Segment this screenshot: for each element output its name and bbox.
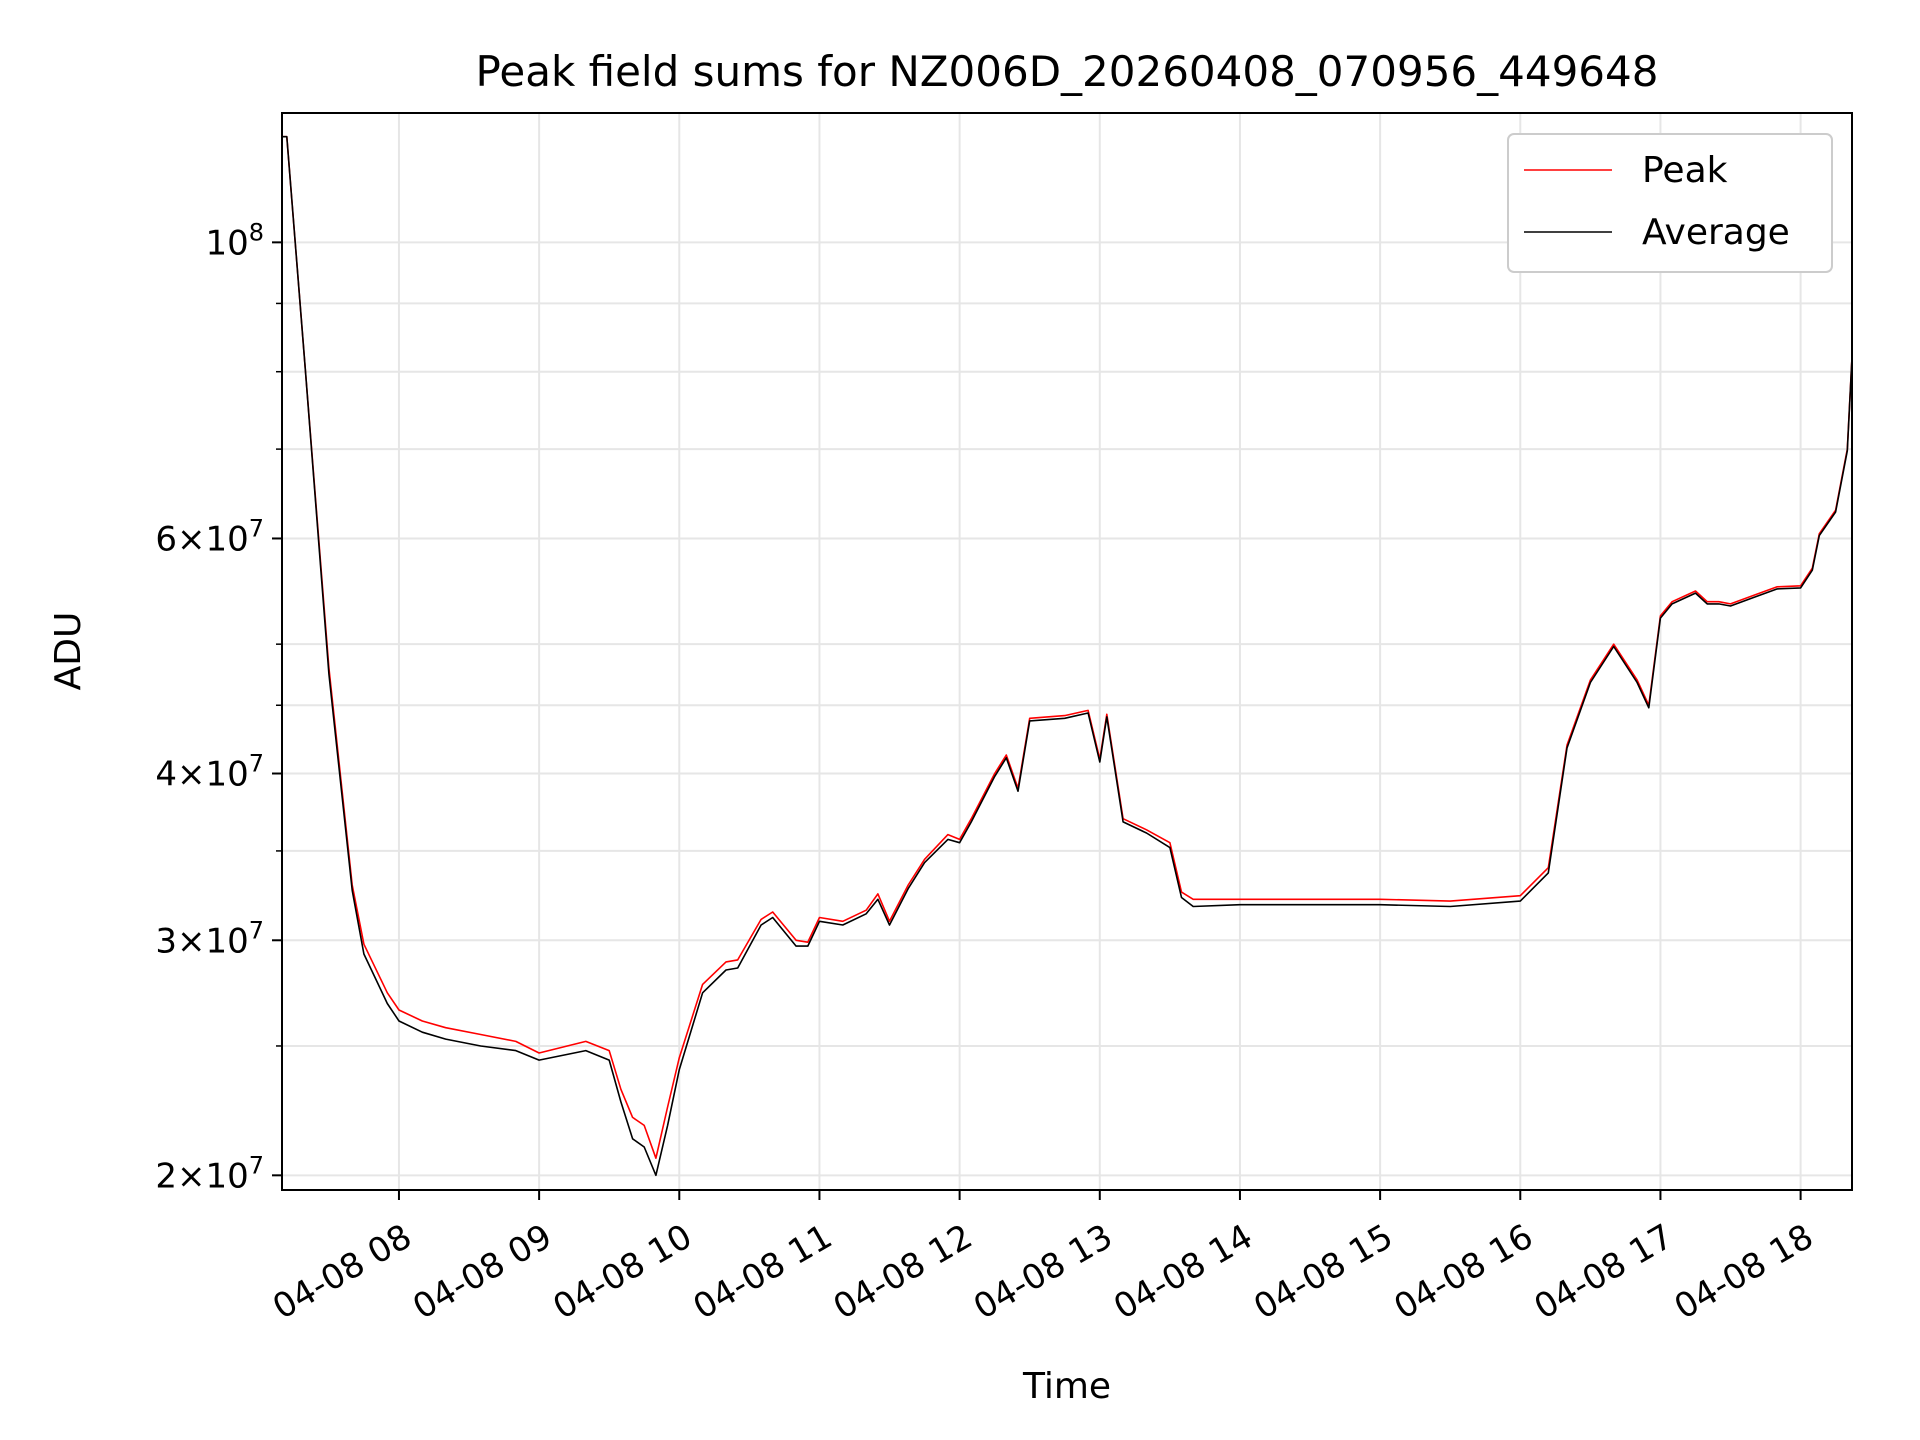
y-tick-label: 6×107 [155, 514, 264, 559]
legend-label-average: Average [1642, 212, 1790, 253]
series-line-average [282, 135, 1853, 1177]
y-tick-label: 4×107 [155, 750, 264, 795]
y-tick-label: 108 [205, 218, 264, 263]
y-axis-label: ADU [48, 612, 89, 691]
series-layer [282, 135, 1853, 1177]
y-axis: 108 6×107 4×107 3×107 2×107 [155, 218, 282, 1196]
legend-label-peak: Peak [1642, 150, 1728, 191]
legend: Peak Average [1507, 133, 1833, 273]
y-tick-label: 3×107 [155, 916, 264, 961]
grid [282, 113, 1852, 1190]
plot-frame [281, 112, 1853, 1191]
y-tick-label: 2×107 [155, 1151, 264, 1196]
x-axis-label: Time [1022, 1366, 1111, 1407]
chart-title: Peak field sums for NZ006D_20260408_0709… [476, 47, 1659, 96]
legend-box [1507, 133, 1833, 273]
series-line-peak [282, 135, 1853, 1159]
